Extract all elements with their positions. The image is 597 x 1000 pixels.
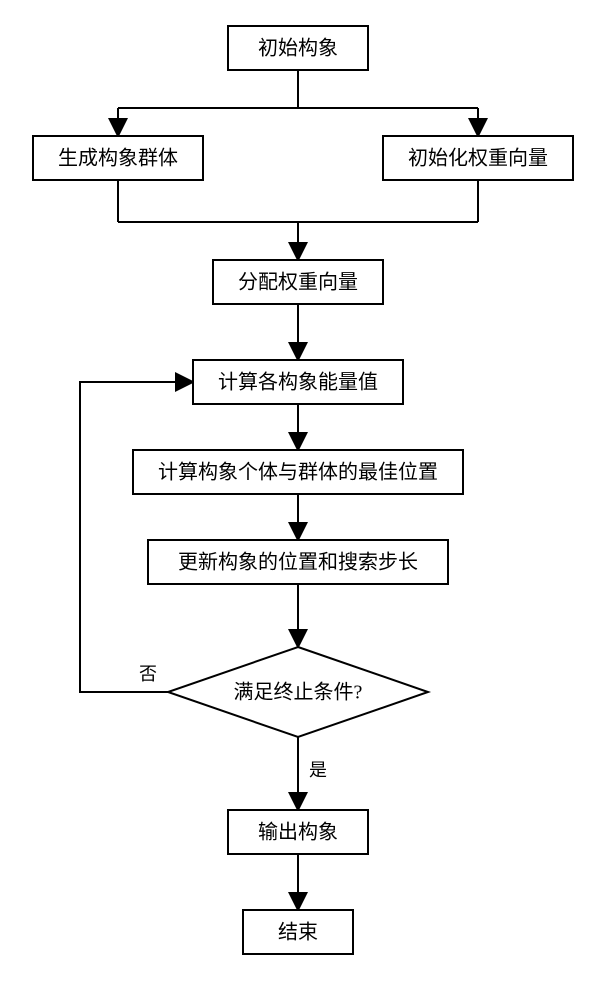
node-initial-conformation: 初始构象 (228, 26, 368, 70)
node-generate-population: 生成构象群体 (33, 136, 203, 180)
node-label: 满足终止条件? (234, 681, 363, 704)
node-update-position-step: 更新构象的位置和搜索步长 (148, 540, 448, 584)
node-label: 结束 (278, 921, 318, 944)
node-label: 初始构象 (258, 37, 338, 60)
node-label: 初始化权重向量 (408, 147, 548, 170)
node-output-conformation: 输出构象 (228, 810, 368, 854)
node-compute-energy: 计算各构象能量值 (193, 360, 403, 404)
node-label: 输出构象 (258, 821, 338, 844)
node-label: 分配权重向量 (238, 271, 358, 294)
node-compute-best-position: 计算构象个体与群体的最佳位置 (133, 450, 463, 494)
edge-label-no: 否 (139, 664, 157, 684)
flowchart-canvas: 初始构象 生成构象群体 初始化权重向量 分配权重向量 计算各构象能量值 计算构象… (0, 0, 597, 1000)
node-label: 更新构象的位置和搜索步长 (178, 551, 418, 574)
edge-label-yes: 是 (309, 760, 327, 780)
node-label: 计算构象个体与群体的最佳位置 (158, 461, 438, 484)
node-label: 生成构象群体 (58, 147, 178, 170)
node-init-weight-vector: 初始化权重向量 (383, 136, 573, 180)
node-terminate-condition: 满足终止条件? (168, 647, 428, 737)
node-end: 结束 (243, 910, 353, 954)
node-label: 计算各构象能量值 (218, 371, 378, 394)
node-assign-weight-vector: 分配权重向量 (213, 260, 383, 304)
